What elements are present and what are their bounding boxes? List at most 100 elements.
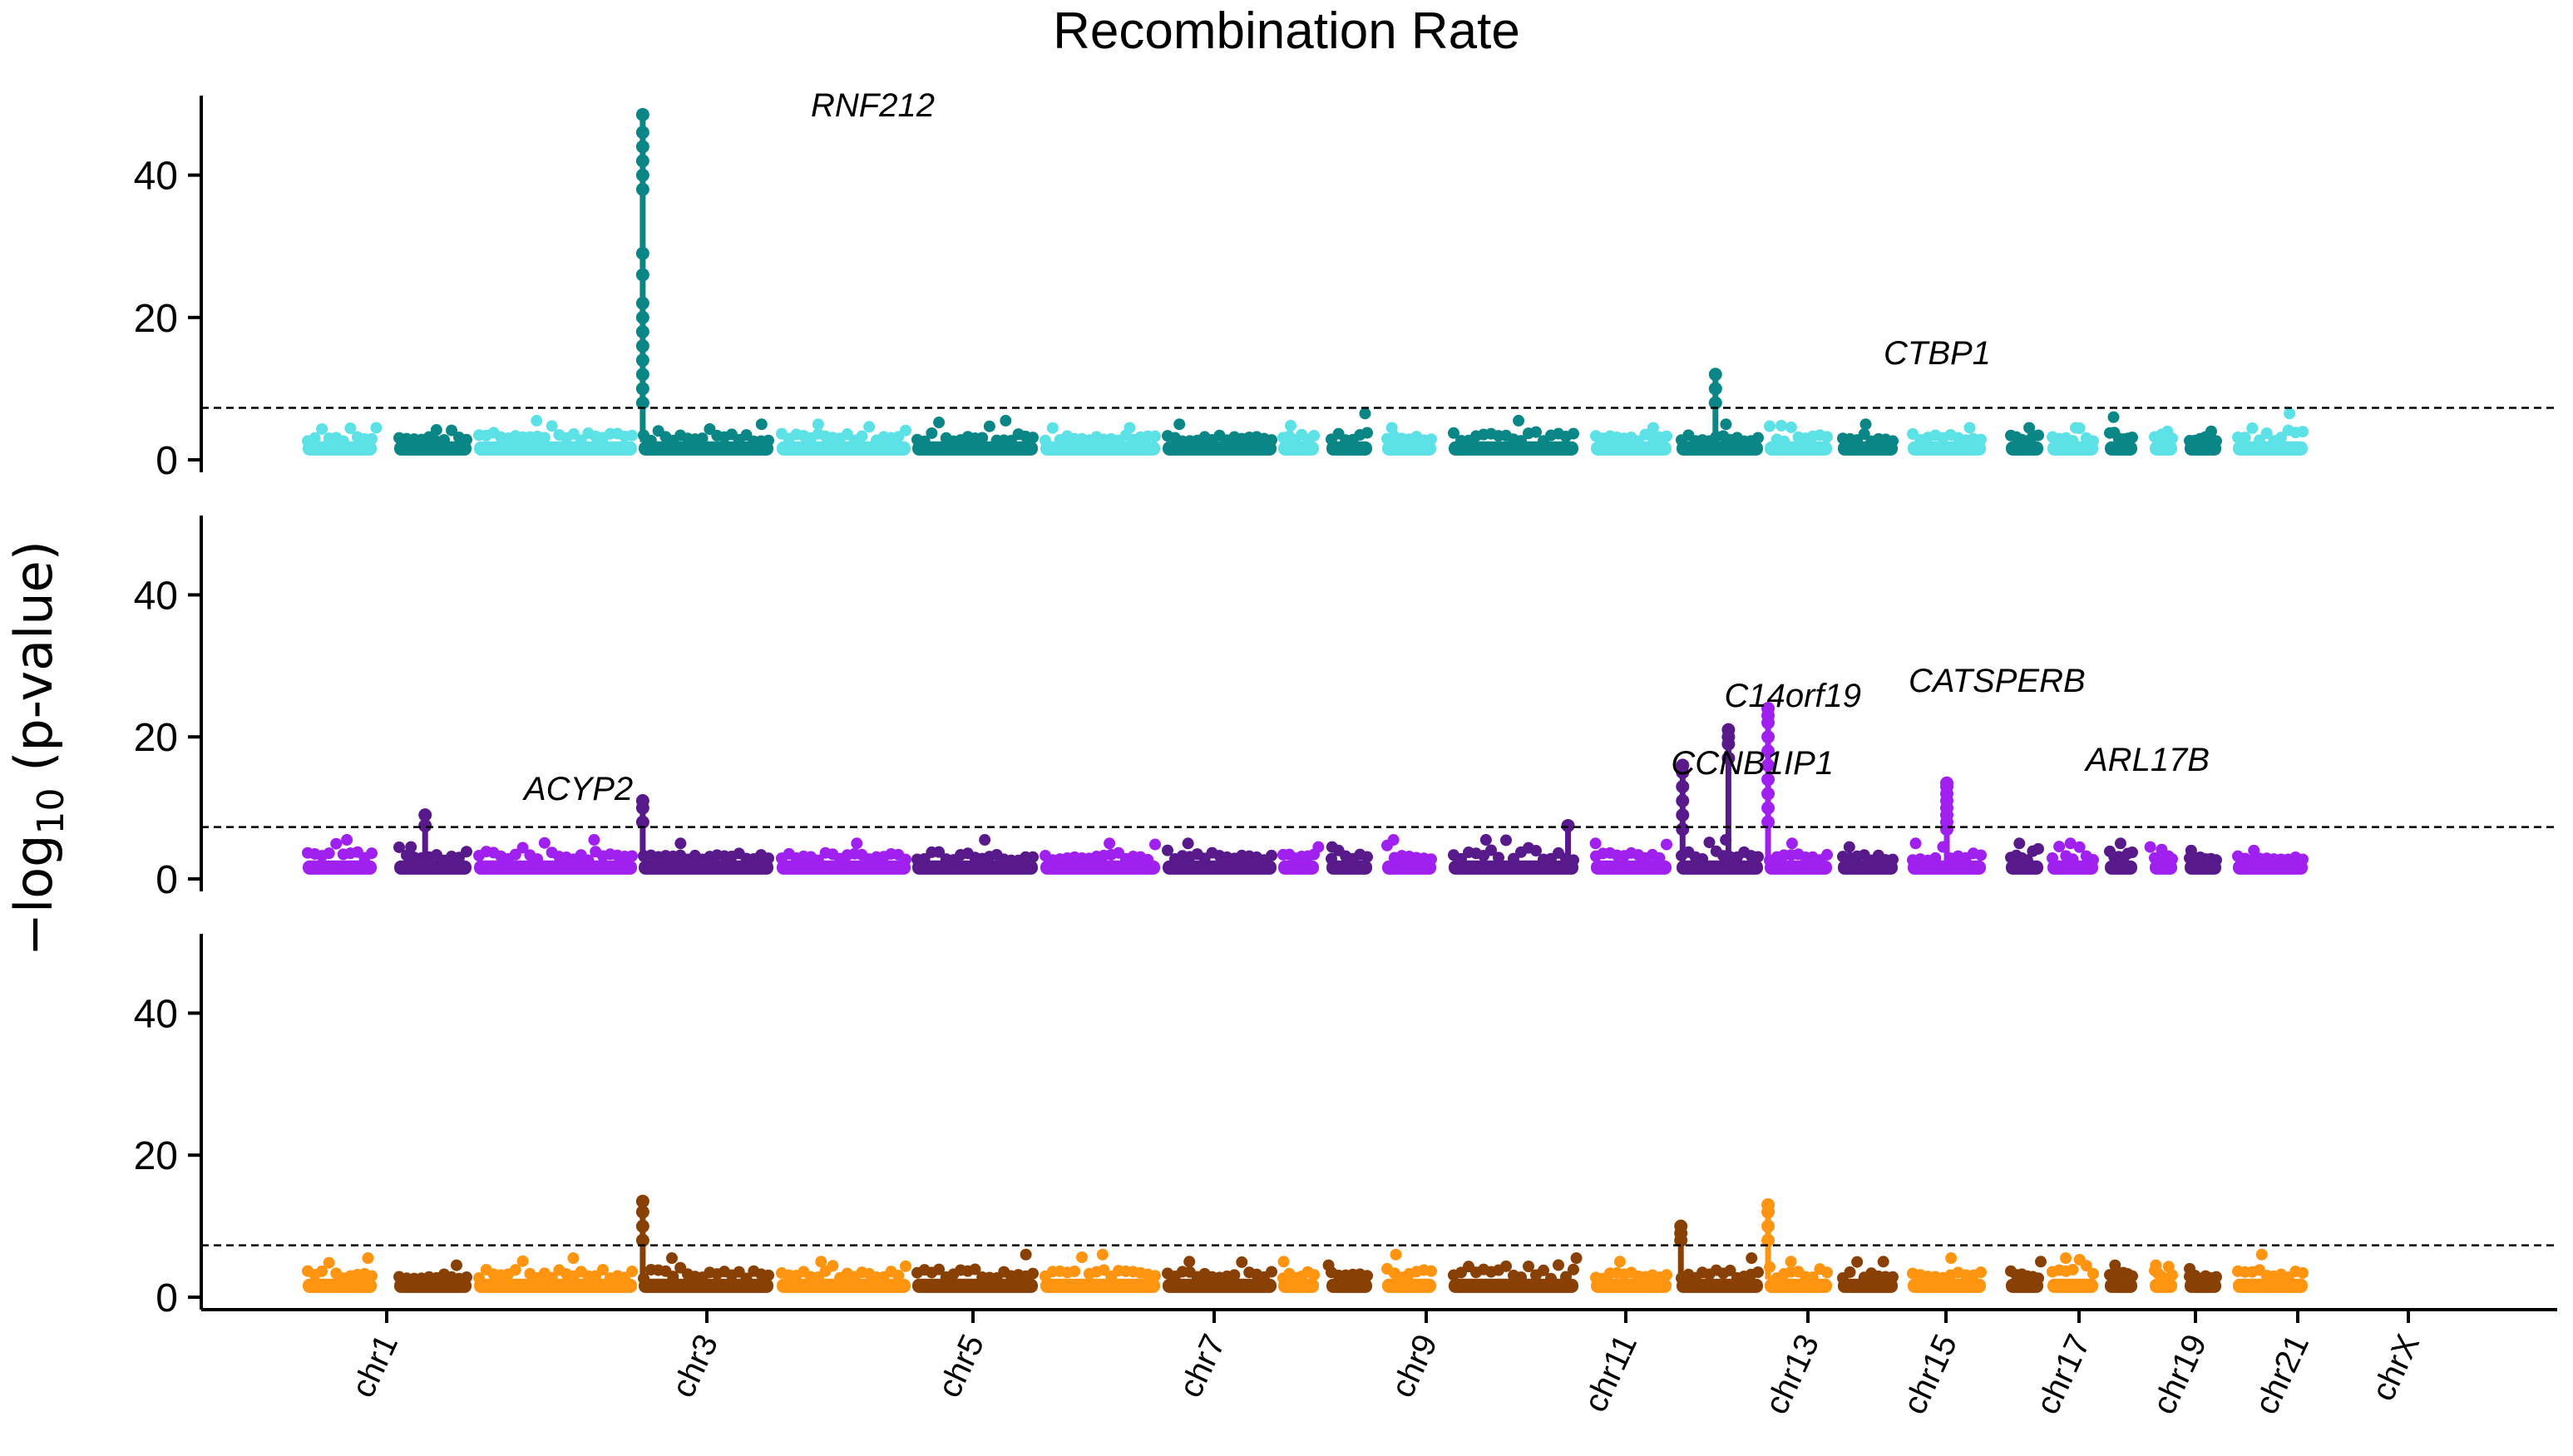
chrom-band-chr3	[473, 1252, 638, 1293]
y-tick-label: 40	[134, 155, 178, 199]
snp-point	[1775, 419, 1788, 432]
snp-point	[1455, 852, 1467, 865]
snp-point	[366, 1270, 378, 1282]
band-body	[2150, 1278, 2177, 1293]
chrom-band-chr7	[1040, 1248, 1161, 1293]
snp-point	[2248, 844, 2260, 856]
snp-point	[1359, 407, 1371, 420]
snp-point	[516, 842, 529, 854]
snp-point	[461, 1271, 472, 1283]
chrom-band-chr4	[638, 1252, 774, 1293]
snp-point	[575, 434, 587, 447]
band-body	[1040, 1278, 1160, 1293]
snp-point	[2210, 854, 2222, 866]
peak-point	[418, 808, 432, 822]
snp-point	[1425, 433, 1437, 446]
snp-point	[1513, 414, 1525, 427]
peak-point	[635, 246, 649, 260]
snp-point	[582, 854, 595, 866]
snp-point	[976, 432, 989, 444]
band-body	[777, 860, 911, 875]
peak-point	[1676, 765, 1690, 779]
snp-point	[1425, 1265, 1437, 1277]
snp-point	[674, 837, 687, 850]
snp-point	[1149, 430, 1161, 442]
gene-label-ccnb1ip1: CCNB1IP1	[1671, 745, 1834, 782]
peak-chr4	[635, 794, 649, 861]
chrom-band-chr6	[911, 834, 1039, 875]
chrom-band-chr21	[2144, 841, 2178, 875]
snp-point	[2114, 837, 2126, 850]
band-body	[1040, 441, 1160, 456]
band-body	[1838, 1278, 1898, 1293]
snp-point	[1485, 844, 1497, 856]
snp-point	[2297, 426, 2309, 438]
peak-point	[635, 107, 649, 121]
peak-point	[635, 1205, 649, 1219]
peak-point	[1708, 396, 1722, 410]
snp-point	[2210, 1271, 2222, 1283]
band-body	[2105, 1278, 2137, 1293]
peak-point	[635, 154, 649, 168]
snp-point	[1228, 1269, 1241, 1281]
x-tick-label-chr1: chr1	[344, 1329, 405, 1403]
snp-point	[1661, 1269, 1672, 1281]
chrom-band-chr2	[393, 1259, 472, 1293]
snp-point	[438, 433, 450, 446]
chrom-band-chr6	[911, 1248, 1039, 1293]
band-body	[1677, 1278, 1763, 1293]
snp-point	[2067, 853, 2079, 866]
chrom-band-chr16	[1837, 841, 1899, 875]
chrom-band-chr21	[2149, 1259, 2178, 1293]
peak-point	[1761, 758, 1775, 772]
snp-point	[900, 853, 911, 866]
snp-point	[1887, 1271, 1899, 1283]
snp-point	[1553, 1259, 1564, 1271]
snp-point	[2205, 425, 2217, 437]
chrom-band-chr15	[1764, 1256, 1833, 1293]
peak-point	[1761, 730, 1775, 744]
peak-point	[1940, 822, 1953, 837]
peak-point	[635, 815, 649, 829]
peak-point	[1761, 1205, 1775, 1219]
snp-point	[405, 841, 417, 853]
snp-point	[1975, 1266, 1987, 1279]
chrom-band-chrX	[2232, 1248, 2309, 1293]
snp-point	[1142, 853, 1154, 866]
snp-point	[461, 846, 472, 858]
snp-point	[863, 421, 876, 433]
peak-chr14	[1721, 723, 1736, 861]
snp-point	[1653, 851, 1666, 864]
band-body	[639, 860, 773, 875]
band-body	[1326, 441, 1372, 456]
snp-point	[509, 848, 521, 861]
snp-point	[1046, 422, 1059, 434]
panel-2: 0 20 40 ACYP2 C14orf19 CATSPERB CCNB1IP1 ARL17B	[134, 516, 2557, 902]
snp-point	[1183, 1256, 1196, 1268]
chrom-band-chr17	[1907, 1252, 1987, 1293]
y-axis-label-subscript: 10	[30, 788, 72, 835]
snp-point	[446, 424, 457, 437]
snp-point	[696, 432, 709, 445]
snp-point	[1724, 1264, 1736, 1276]
gene-label-ctbp1: CTBP1	[1884, 335, 1991, 372]
snp-point	[2246, 422, 2259, 434]
snp-point	[1308, 429, 1320, 442]
snp-point	[1568, 427, 1579, 440]
band-body	[1326, 860, 1372, 875]
snp-point	[812, 418, 824, 431]
snp-point	[1530, 426, 1542, 438]
x-tick-label-chr19: chr19	[2146, 1329, 2214, 1419]
band-body	[1677, 860, 1763, 875]
band-body	[1591, 1278, 1672, 1293]
band-body	[2047, 441, 2098, 456]
chrom-band-chr12	[1448, 834, 1579, 875]
snp-point	[1703, 837, 1716, 849]
chrom-band-chrX	[2232, 407, 2309, 456]
peak-point	[635, 182, 649, 196]
chrom-band-chr18	[2005, 1256, 2047, 1293]
panel-3: 0 20 40	[134, 934, 2557, 1320]
snp-point	[1696, 852, 1709, 865]
snp-point	[2144, 841, 2156, 853]
